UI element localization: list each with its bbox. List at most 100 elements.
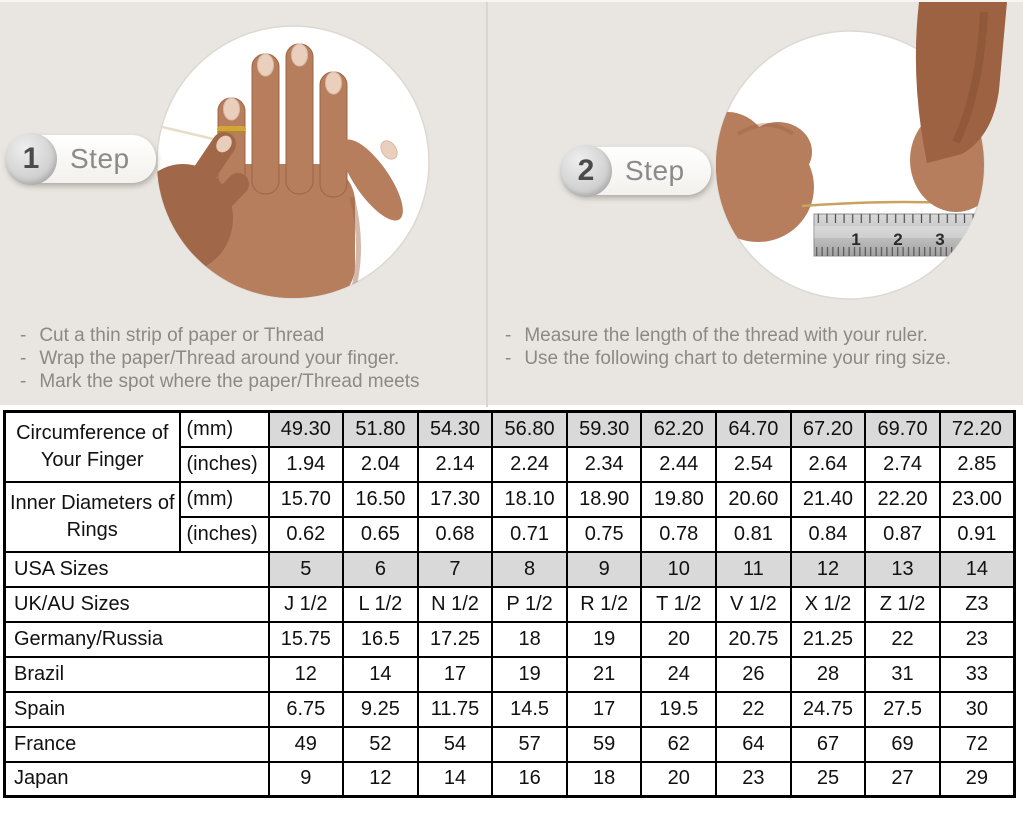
size-value-cell: 20.75 (715, 620, 792, 658)
size-value-cell: 14 (416, 760, 494, 798)
size-value-cell: V 1/2 (715, 585, 792, 623)
size-value-cell: 2.14 (416, 445, 494, 483)
size-value-cell: 18.90 (565, 480, 643, 518)
size-value-cell: 25 (789, 760, 867, 798)
size-value-cell: 0.84 (789, 515, 867, 553)
table-row: France 49 52 54 57 59 62 64 67 69 72 (3, 725, 1016, 763)
step-1-instructions: Cut a thin strip of paper or Thread Wrap… (20, 324, 420, 393)
size-value-cell: 17 (565, 690, 643, 728)
instruction-line: Measure the length of the thread with yo… (505, 324, 951, 347)
table-row: Brazil 12 14 17 19 21 24 26 28 31 33 (3, 655, 1016, 693)
instruction-line: Wrap the paper/Thread around your finger… (20, 347, 420, 370)
step-2-instructions: Measure the length of the thread with yo… (505, 324, 951, 370)
ring-size-chart-table: Circumference of Your Finger (mm) 49.30 51.… (3, 410, 1016, 798)
size-value-cell: 49 (267, 725, 345, 763)
size-value-cell: 16.5 (342, 620, 419, 658)
table-row: (inches) 1.94 2.04 2.14 2.24 2.34 2.44 2.54 2.64… (5, 445, 1016, 483)
size-value-cell: 26 (715, 655, 792, 693)
size-value-cell: 7 (416, 550, 494, 588)
ruler-number: 1 (851, 230, 860, 249)
size-value-cell: 21 (565, 655, 643, 693)
size-value-cell: 51.80 (342, 410, 419, 448)
size-value-cell: 5 (267, 550, 345, 588)
size-value-cell: 17 (416, 655, 494, 693)
size-value-cell: 67 (789, 725, 867, 763)
size-value-cell: 14 (938, 550, 1016, 588)
fingernails (223, 43, 398, 160)
size-value-cell: 2.04 (342, 445, 419, 483)
size-value-cell: 21.25 (789, 620, 867, 658)
row-label: France (3, 725, 270, 763)
size-value-cell: T 1/2 (640, 585, 718, 623)
table-row: (inches) 0.62 0.65 0.68 0.71 0.75 0.78 0.81 0.84… (5, 515, 1016, 553)
size-value-cell: Z 1/2 (864, 585, 941, 623)
size-value-cell: 18 (491, 620, 568, 658)
step-2-label: Step (625, 155, 685, 186)
size-value-cell: 23 (715, 760, 792, 798)
size-value-cell: 56.80 (491, 410, 568, 448)
ruler-number: 3 (935, 230, 944, 249)
size-value-cell: 23.00 (938, 480, 1016, 518)
instructions-section: 1 2 3 1 Step 2 (0, 0, 1023, 407)
size-value-cell: 19 (491, 655, 568, 693)
size-value-cell: 2.54 (715, 445, 792, 483)
size-value-cell: 62 (640, 725, 718, 763)
size-value-cell: 10 (640, 550, 718, 588)
size-value-cell: 11 (715, 550, 792, 588)
table-row: Japan 9 12 14 16 18 20 23 25 27 29 (3, 760, 1016, 798)
table-row: Circumference of Your Finger (mm) 49.30 51.… (3, 410, 1016, 483)
size-value-cell: 8 (491, 550, 568, 588)
size-chart-section: Circumference of Your Finger (mm) 49.30 51.… (0, 405, 1023, 800)
left-hand (716, 112, 814, 242)
unit-label: (mm) (178, 480, 270, 518)
size-value-cell: 6.75 (267, 690, 345, 728)
row-label: UK/AU Sizes (3, 585, 270, 623)
step-1-label: Step (70, 143, 130, 174)
size-value-cell: 67.20 (789, 410, 867, 448)
thread-line (157, 124, 223, 143)
size-value-cell: 19.5 (640, 690, 718, 728)
size-value-cell: 69 (864, 725, 941, 763)
size-value-cell: 59 (565, 725, 643, 763)
size-value-cell: 0.87 (864, 515, 941, 553)
size-value-cell: N 1/2 (416, 585, 494, 623)
size-value-cell: J 1/2 (267, 585, 345, 623)
size-value-cell: 57 (491, 725, 568, 763)
size-value-cell: 24.75 (789, 690, 867, 728)
size-value-cell: R 1/2 (565, 585, 643, 623)
size-value-cell: 23 (938, 620, 1016, 658)
table-row: USA Sizes 5 6 7 8 9 10 11 12 13 14 (3, 550, 1016, 588)
size-value-cell: 2.74 (864, 445, 941, 483)
size-value-cell: 2.44 (640, 445, 718, 483)
row-group-label: Circumference of Your Finger (3, 410, 181, 483)
table-row: Inner Diameters of Rings (mm) 15.70 16.50 17… (3, 480, 1016, 553)
step-2-number: 2 (560, 145, 612, 197)
row-group-label: Inner Diameters of Rings (3, 480, 181, 553)
size-value-cell: 12 (789, 550, 867, 588)
size-value-cell: 19.80 (640, 480, 718, 518)
size-value-cell: 0.75 (565, 515, 643, 553)
ruler-illustration: 1 2 3 (813, 213, 984, 257)
size-value-cell: 49.30 (267, 410, 345, 448)
size-value-cell: 9 (565, 550, 643, 588)
row-label: Japan (3, 760, 270, 798)
row-label: Germany/Russia (3, 620, 270, 658)
size-value-cell: 21.40 (789, 480, 867, 518)
size-value-cell: 11.75 (416, 690, 494, 728)
unit-label: (inches) (178, 515, 270, 553)
panel-divider (486, 2, 488, 407)
size-value-cell: 15.75 (267, 620, 345, 658)
size-value-cell: 72.20 (938, 410, 1016, 448)
size-value-cell: 0.81 (715, 515, 792, 553)
instruction-line: Cut a thin strip of paper or Thread (20, 324, 420, 347)
size-value-cell: 54 (416, 725, 494, 763)
size-value-cell: 24 (640, 655, 718, 693)
size-value-cell: P 1/2 (491, 585, 568, 623)
size-value-cell: 6 (342, 550, 419, 588)
size-value-cell: 18 (565, 760, 643, 798)
size-value-cell: 59.30 (565, 410, 643, 448)
row-label: Spain (3, 690, 270, 728)
size-value-cell: 16.50 (342, 480, 419, 518)
size-value-cell: 52 (342, 725, 419, 763)
size-value-cell: 13 (864, 550, 941, 588)
